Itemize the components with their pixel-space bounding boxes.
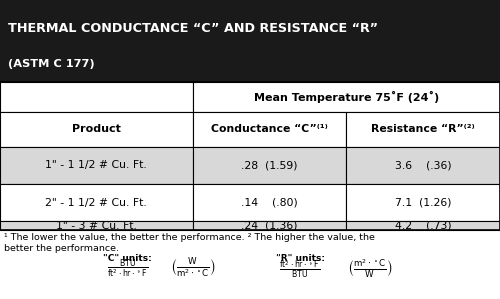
Text: .28  (1.59): .28 (1.59) xyxy=(241,160,298,170)
Bar xyxy=(0,184,192,221)
Text: "R" units:: "R" units: xyxy=(276,254,324,263)
Text: .24  (1.36): .24 (1.36) xyxy=(241,221,298,231)
Text: $\mathregular{\frac{ft^2 \cdot hr \cdot {^\circ}F}{BTU}}$: $\mathregular{\frac{ft^2 \cdot hr \cdot … xyxy=(280,259,320,280)
Text: THERMAL CONDUCTANCE “C” AND RESISTANCE “R”: THERMAL CONDUCTANCE “C” AND RESISTANCE “… xyxy=(8,22,378,35)
Bar xyxy=(192,184,346,221)
Bar xyxy=(192,82,500,112)
Bar xyxy=(0,0,500,82)
Bar xyxy=(346,147,500,184)
Bar xyxy=(0,147,192,184)
Text: Product: Product xyxy=(72,124,120,134)
Text: Resistance “R”⁽²⁾: Resistance “R”⁽²⁾ xyxy=(371,124,475,134)
Bar xyxy=(0,221,192,230)
Text: ¹ The lower the value, the better the performance. ² The higher the value, the
b: ¹ The lower the value, the better the pe… xyxy=(4,233,375,253)
Text: 4.2    (.73): 4.2 (.73) xyxy=(394,221,452,231)
Text: "C" units:: "C" units: xyxy=(103,254,152,263)
Text: 3.6    (.36): 3.6 (.36) xyxy=(394,160,452,170)
Text: $\left(\mathregular{\frac{W}{m^2 \cdot {^\circ}C}}\right)$: $\left(\mathregular{\frac{W}{m^2 \cdot {… xyxy=(170,256,216,280)
Bar xyxy=(0,82,500,230)
Bar xyxy=(0,82,192,112)
Text: $\left(\mathregular{\frac{m^2 \cdot {^\circ}C}{W}}\right)$: $\left(\mathregular{\frac{m^2 \cdot {^\c… xyxy=(347,257,393,280)
Bar xyxy=(192,112,346,147)
Bar xyxy=(346,112,500,147)
Bar xyxy=(192,147,346,184)
Text: .14    (.80): .14 (.80) xyxy=(241,198,298,208)
Bar xyxy=(0,112,192,147)
Text: (ASTM C 177): (ASTM C 177) xyxy=(8,59,94,69)
Text: 2" - 1 1/2 # Cu. Ft.: 2" - 1 1/2 # Cu. Ft. xyxy=(46,198,147,208)
Text: 1" - 3 # Cu. Ft.: 1" - 3 # Cu. Ft. xyxy=(56,221,136,231)
Text: 7.1  (1.26): 7.1 (1.26) xyxy=(395,198,451,208)
Bar xyxy=(192,221,346,230)
Text: 1" - 1 1/2 # Cu. Ft.: 1" - 1 1/2 # Cu. Ft. xyxy=(46,160,147,170)
Text: Mean Temperature 75˚F (24˚): Mean Temperature 75˚F (24˚) xyxy=(254,91,439,103)
Text: $\mathregular{\frac{BTU}{ft^2 \cdot hr \cdot {^\circ}F}}$: $\mathregular{\frac{BTU}{ft^2 \cdot hr \… xyxy=(107,257,148,280)
Bar xyxy=(346,221,500,230)
Text: Conductance “C”⁽¹⁾: Conductance “C”⁽¹⁾ xyxy=(211,124,328,134)
Bar xyxy=(346,184,500,221)
